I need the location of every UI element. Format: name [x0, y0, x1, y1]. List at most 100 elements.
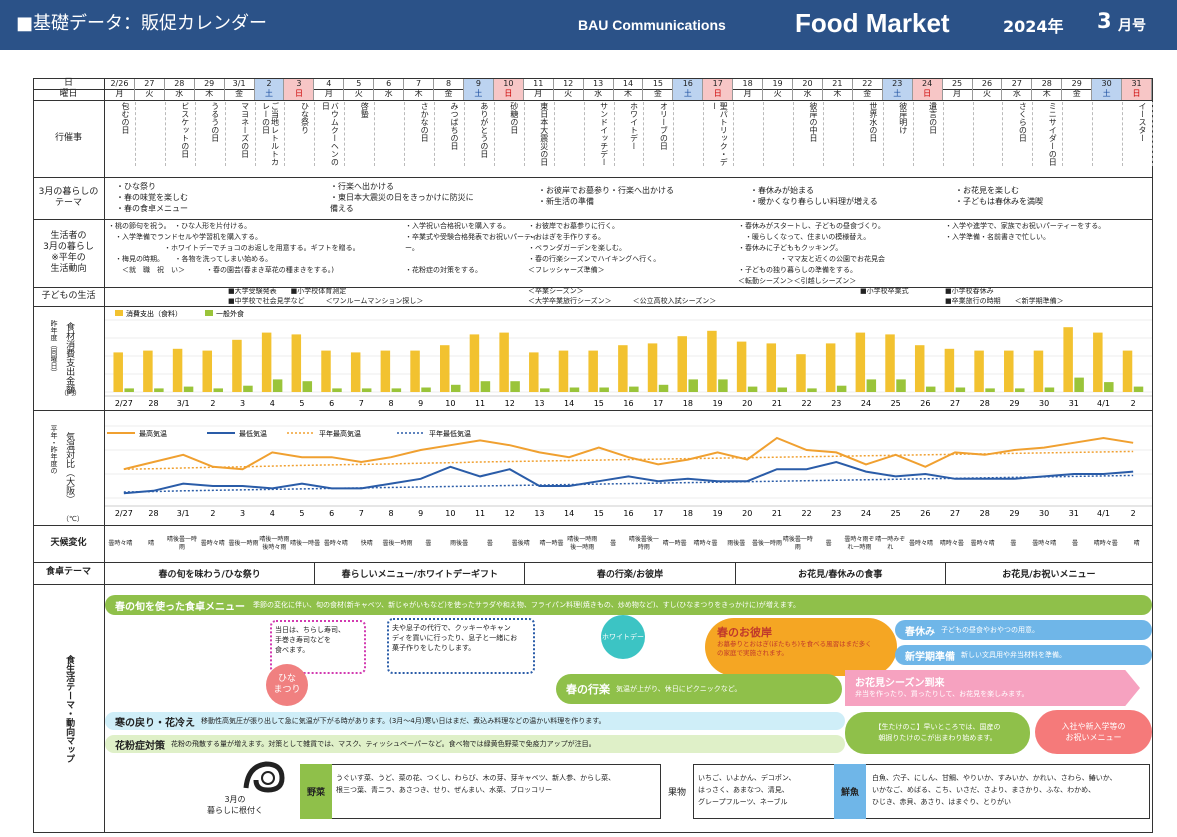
- x-tick-label: 2: [210, 509, 215, 518]
- x-tick-label: 2: [210, 399, 215, 408]
- day-cell: 20: [793, 79, 823, 89]
- x-tick-label: 15: [594, 399, 604, 408]
- bar-food: [321, 350, 331, 392]
- day-cell: 28: [165, 79, 195, 89]
- series-line: [123, 474, 1134, 493]
- column-separator: [1092, 102, 1094, 166]
- koraku-title: 春の行楽: [566, 683, 610, 696]
- bar-dining: [510, 381, 520, 392]
- x-tick-label: 5: [299, 509, 304, 518]
- bar-dining: [985, 388, 995, 392]
- bar-dining: [1044, 387, 1055, 392]
- x-tick-label: 4: [270, 399, 275, 408]
- nyusha-bubble: 入社や新入学等の お祝いメニュー: [1035, 710, 1152, 754]
- day-cell: 17: [703, 79, 734, 89]
- event-cell: 遺言の日: [928, 102, 938, 134]
- issue-year: 2024年: [1003, 17, 1064, 36]
- column-separator: [673, 102, 675, 166]
- column-separator: [164, 102, 166, 166]
- x-tick-label: 30: [1039, 509, 1049, 518]
- weekday-cell: 土: [1092, 89, 1123, 100]
- weather-cell: 曇時々晴: [1032, 539, 1057, 547]
- event-cell: 聖パトリック・デー: [710, 102, 729, 166]
- higan-title: 春のお彼岸: [717, 626, 772, 639]
- bar-dining: [540, 388, 550, 392]
- column-separator: [852, 102, 854, 166]
- weather-cell: 快晴: [360, 539, 373, 547]
- weekday-cell: 水: [584, 89, 614, 100]
- x-tick-label: 28: [980, 399, 990, 408]
- weather-cell: 晴後一時曇: [290, 539, 321, 547]
- weekday-cell: 火: [135, 89, 165, 100]
- day-cell: 25: [943, 79, 973, 89]
- whiteday-box: 夫や息子の代行で、クッキーやキャン ディを買いに行ったり、息子と一緒にお 菓子作…: [387, 618, 535, 674]
- event-cell: ビスケットの日: [180, 102, 190, 158]
- kids-2: ＜卒業シーズン＞ ＜大学卒業旅行シーズン＞ ＜公立高校入試シーズン＞: [528, 287, 717, 305]
- x-tick-label: 2: [1131, 399, 1136, 408]
- label-spend: 食材消費支出金額: [33, 306, 105, 410]
- haruyasumi-text: 子どもの昼食やおやつの用意。: [941, 626, 1039, 634]
- x-tick-label: 2: [1131, 509, 1136, 518]
- label-trend: 生活者の 3月の暮らし ※平年の 生活動向: [33, 219, 105, 287]
- x-tick-label: 7: [359, 509, 364, 518]
- bar-food: [766, 343, 777, 392]
- trend-1: ・桃の節句を祝う。 ・ひな人形を片付ける。 ・入学準備でランドセルや学習机を購入…: [108, 222, 360, 274]
- x-tick-label: 23: [831, 399, 841, 408]
- kafun-bubble: 花粉症対策 花粉の飛散する量が増えます。対策として雑貨では、マスク、ティッシュペ…: [105, 735, 845, 753]
- kafun-text: 花粉の飛散する量が増えます。対策として雑貨では、マスク、ティッシュペーパーなど。…: [171, 740, 596, 748]
- x-tick-label: 6: [329, 399, 334, 408]
- event-cell: [1099, 102, 1117, 166]
- day-cell: 7: [404, 79, 435, 89]
- event-cell: イースター: [1138, 102, 1148, 142]
- bar-food: [291, 334, 302, 392]
- hanami-text: 弁当を作ったり、買ったりして、お花見を楽しみます。: [855, 690, 1029, 698]
- koraku-bubble: 春の行楽 気温が上がり、休日にピクニックなど。: [556, 674, 842, 704]
- event-cell: [381, 102, 399, 166]
- bar-dining: [807, 388, 817, 392]
- weather-cell: 曇後一時雨: [752, 539, 783, 547]
- event-cell: [740, 102, 758, 166]
- column-separator: [224, 102, 226, 166]
- x-tick-label: 10: [445, 509, 455, 518]
- weather-cell: 晴時々曇: [939, 539, 964, 547]
- hanami-arrow: お花見シーズン到来 弁当を作ったり、買ったりして、お花見を楽しみます。: [845, 670, 1140, 706]
- table-theme-3: 春の行楽/お彼岸: [525, 562, 736, 584]
- x-tick-label: 3: [240, 509, 245, 518]
- magazine-name: Food Market: [795, 8, 950, 38]
- label-kids: 子どもの生活: [33, 287, 105, 306]
- trend-4: ・春休みがスタートし、子どもの昼食づくり。 ・暖らしくなって、住まいの模様替え。…: [738, 222, 885, 285]
- x-tick-label: 22: [802, 399, 812, 408]
- column-separator: [643, 102, 645, 166]
- column-separator: [404, 102, 406, 166]
- day-cell: 12: [554, 79, 584, 89]
- x-tick-label: 13: [534, 399, 544, 408]
- bar-dining: [480, 381, 491, 392]
- trend-2: ・入学祝い合格祝いを購入する。 ・卒業式や受験合格発表でお祝いパーティー。 ・花…: [405, 222, 538, 274]
- weather-cell: 雨後曇: [450, 539, 469, 547]
- bar-dining: [688, 379, 698, 392]
- weather-cell: 曇: [825, 539, 832, 547]
- weekday-cell: 木: [1032, 89, 1063, 100]
- bar-food: [143, 350, 153, 392]
- bar-food: [618, 345, 628, 392]
- bar-dining: [866, 379, 877, 392]
- column-separator: [1002, 102, 1004, 166]
- kaeri-title: 寒の戻り・花冷え: [115, 717, 195, 729]
- day-cell: 21: [823, 79, 853, 89]
- hinamatsuri-box: 当日は、ちらし寿司、 手巻き寿司などを 食べます。: [270, 620, 366, 674]
- bar-dining: [243, 385, 253, 392]
- event-cell: [142, 102, 160, 166]
- day-cell: 26: [973, 79, 1003, 89]
- x-tick-label: 8: [388, 399, 393, 408]
- bar-dining: [272, 379, 283, 392]
- weather-cell: 晴時々曇: [1093, 539, 1118, 547]
- day-cell: 29: [195, 79, 225, 89]
- bar-dining: [599, 387, 609, 392]
- weather-cell: 曇後晴: [511, 539, 530, 547]
- calendar-logo-icon: [238, 758, 288, 794]
- day-cell: 2: [254, 79, 285, 89]
- haruyasumi-title: 春休み: [905, 626, 935, 638]
- weather-cell: 晴後曇一時雨: [166, 535, 197, 551]
- x-tick-label: 20: [742, 509, 752, 518]
- bar-food: [647, 343, 658, 392]
